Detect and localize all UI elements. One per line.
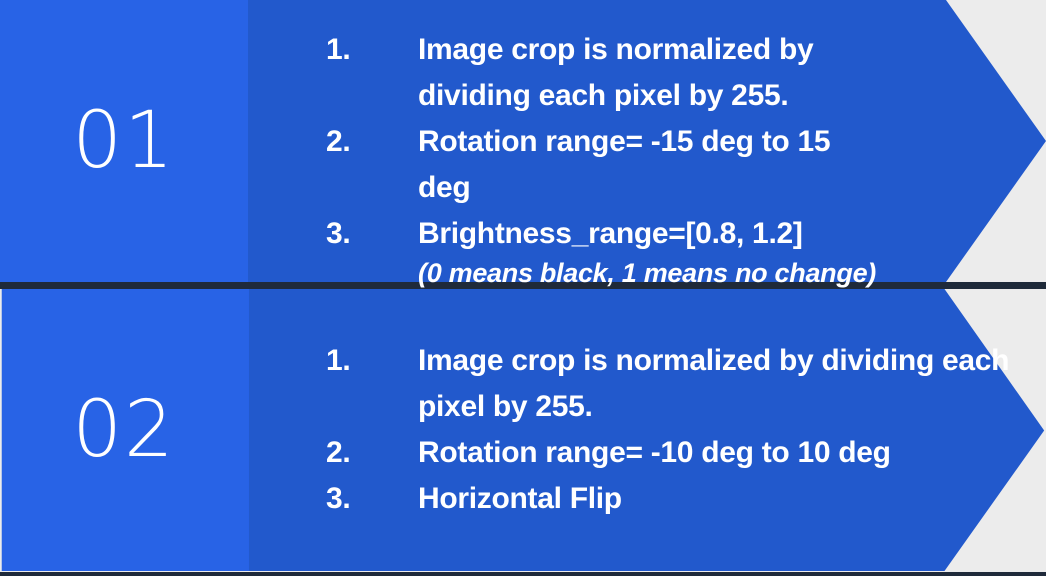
arrow-panel-01 xyxy=(0,0,1046,282)
step-text: Image crop is normalized by dividing eac… xyxy=(418,33,814,112)
row-number: 02 xyxy=(72,385,176,475)
step-note: (0 means black, 1 means no change) xyxy=(418,258,876,288)
step-item: 2. Rotation range= -10 deg to 10 deg xyxy=(326,430,1016,476)
step-list: 1. Image crop is normalized by dividing … xyxy=(326,338,1016,522)
step-item: 3. Brightness_range=[0.8, 1.2] (0 means … xyxy=(326,211,886,289)
step-number: 1. xyxy=(326,33,351,66)
arrow-panel-02 xyxy=(1,289,1045,571)
step-item: 2. Rotation range= -15 deg to 15 deg xyxy=(326,119,886,211)
step-number: 3. xyxy=(326,217,351,250)
top-divider xyxy=(0,282,1046,289)
step-number: 1. xyxy=(326,344,351,377)
step-number: 2. xyxy=(326,125,351,158)
step-text: Horizontal Flip xyxy=(418,482,622,515)
step-row-02: 02 1. Image crop is normalized by dividi… xyxy=(0,289,1046,571)
step-text: Rotation range= -10 deg to 10 deg xyxy=(418,436,891,469)
step-number: 3. xyxy=(326,482,351,515)
row-number: 01 xyxy=(72,96,176,186)
step-text: Rotation range= -15 deg to 15 deg xyxy=(418,125,831,204)
bottom-divider xyxy=(0,572,1046,576)
step-text: Brightness_range=[0.8, 1.2] xyxy=(418,217,803,250)
step-item: 3. Horizontal Flip xyxy=(326,476,1016,522)
step-item: 1. Image crop is normalized by dividing … xyxy=(326,338,1016,430)
step-item: 1. Image crop is normalized by dividing … xyxy=(326,27,886,119)
step-number: 2. xyxy=(326,436,351,469)
step-list: 1. Image crop is normalized by dividing … xyxy=(326,27,886,289)
step-text: Image crop is normalized by dividing eac… xyxy=(418,344,1010,423)
step-row-01: 01 1. Image crop is normalized by dividi… xyxy=(0,0,1046,288)
